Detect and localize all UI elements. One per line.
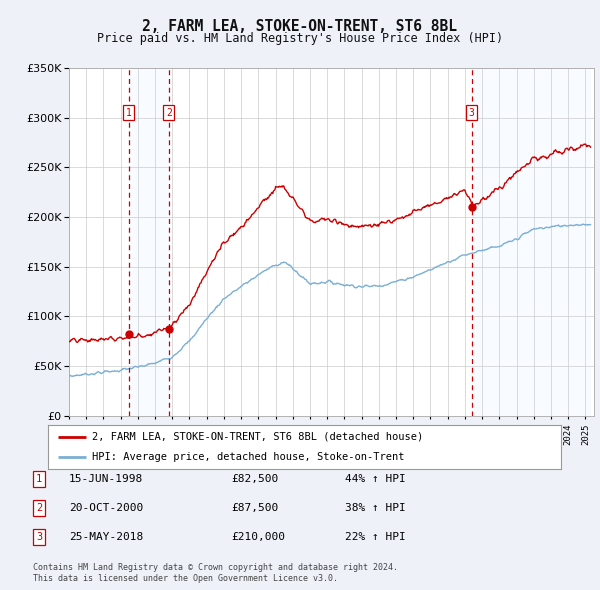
Text: 2, FARM LEA, STOKE-ON-TRENT, ST6 8BL (detached house): 2, FARM LEA, STOKE-ON-TRENT, ST6 8BL (de… (92, 432, 423, 442)
Text: 38% ↑ HPI: 38% ↑ HPI (345, 503, 406, 513)
Text: 3: 3 (36, 532, 42, 542)
Text: £82,500: £82,500 (231, 474, 278, 484)
Text: This data is licensed under the Open Government Licence v3.0.: This data is licensed under the Open Gov… (33, 574, 338, 583)
Bar (128, 68, 169, 416)
Text: 1: 1 (36, 474, 42, 484)
Text: 2: 2 (166, 107, 172, 117)
Text: 1: 1 (125, 107, 131, 117)
Text: 2: 2 (36, 503, 42, 513)
Text: £87,500: £87,500 (231, 503, 278, 513)
Text: 22% ↑ HPI: 22% ↑ HPI (345, 532, 406, 542)
Bar (472, 68, 590, 416)
Text: 20-OCT-2000: 20-OCT-2000 (69, 503, 143, 513)
Text: 44% ↑ HPI: 44% ↑ HPI (345, 474, 406, 484)
Text: HPI: Average price, detached house, Stoke-on-Trent: HPI: Average price, detached house, Stok… (92, 452, 404, 462)
Text: 2, FARM LEA, STOKE-ON-TRENT, ST6 8BL: 2, FARM LEA, STOKE-ON-TRENT, ST6 8BL (143, 19, 458, 34)
Text: £210,000: £210,000 (231, 532, 285, 542)
Text: Contains HM Land Registry data © Crown copyright and database right 2024.: Contains HM Land Registry data © Crown c… (33, 563, 398, 572)
Text: 25-MAY-2018: 25-MAY-2018 (69, 532, 143, 542)
Text: 3: 3 (469, 107, 475, 117)
Text: Price paid vs. HM Land Registry's House Price Index (HPI): Price paid vs. HM Land Registry's House … (97, 32, 503, 45)
Text: 15-JUN-1998: 15-JUN-1998 (69, 474, 143, 484)
